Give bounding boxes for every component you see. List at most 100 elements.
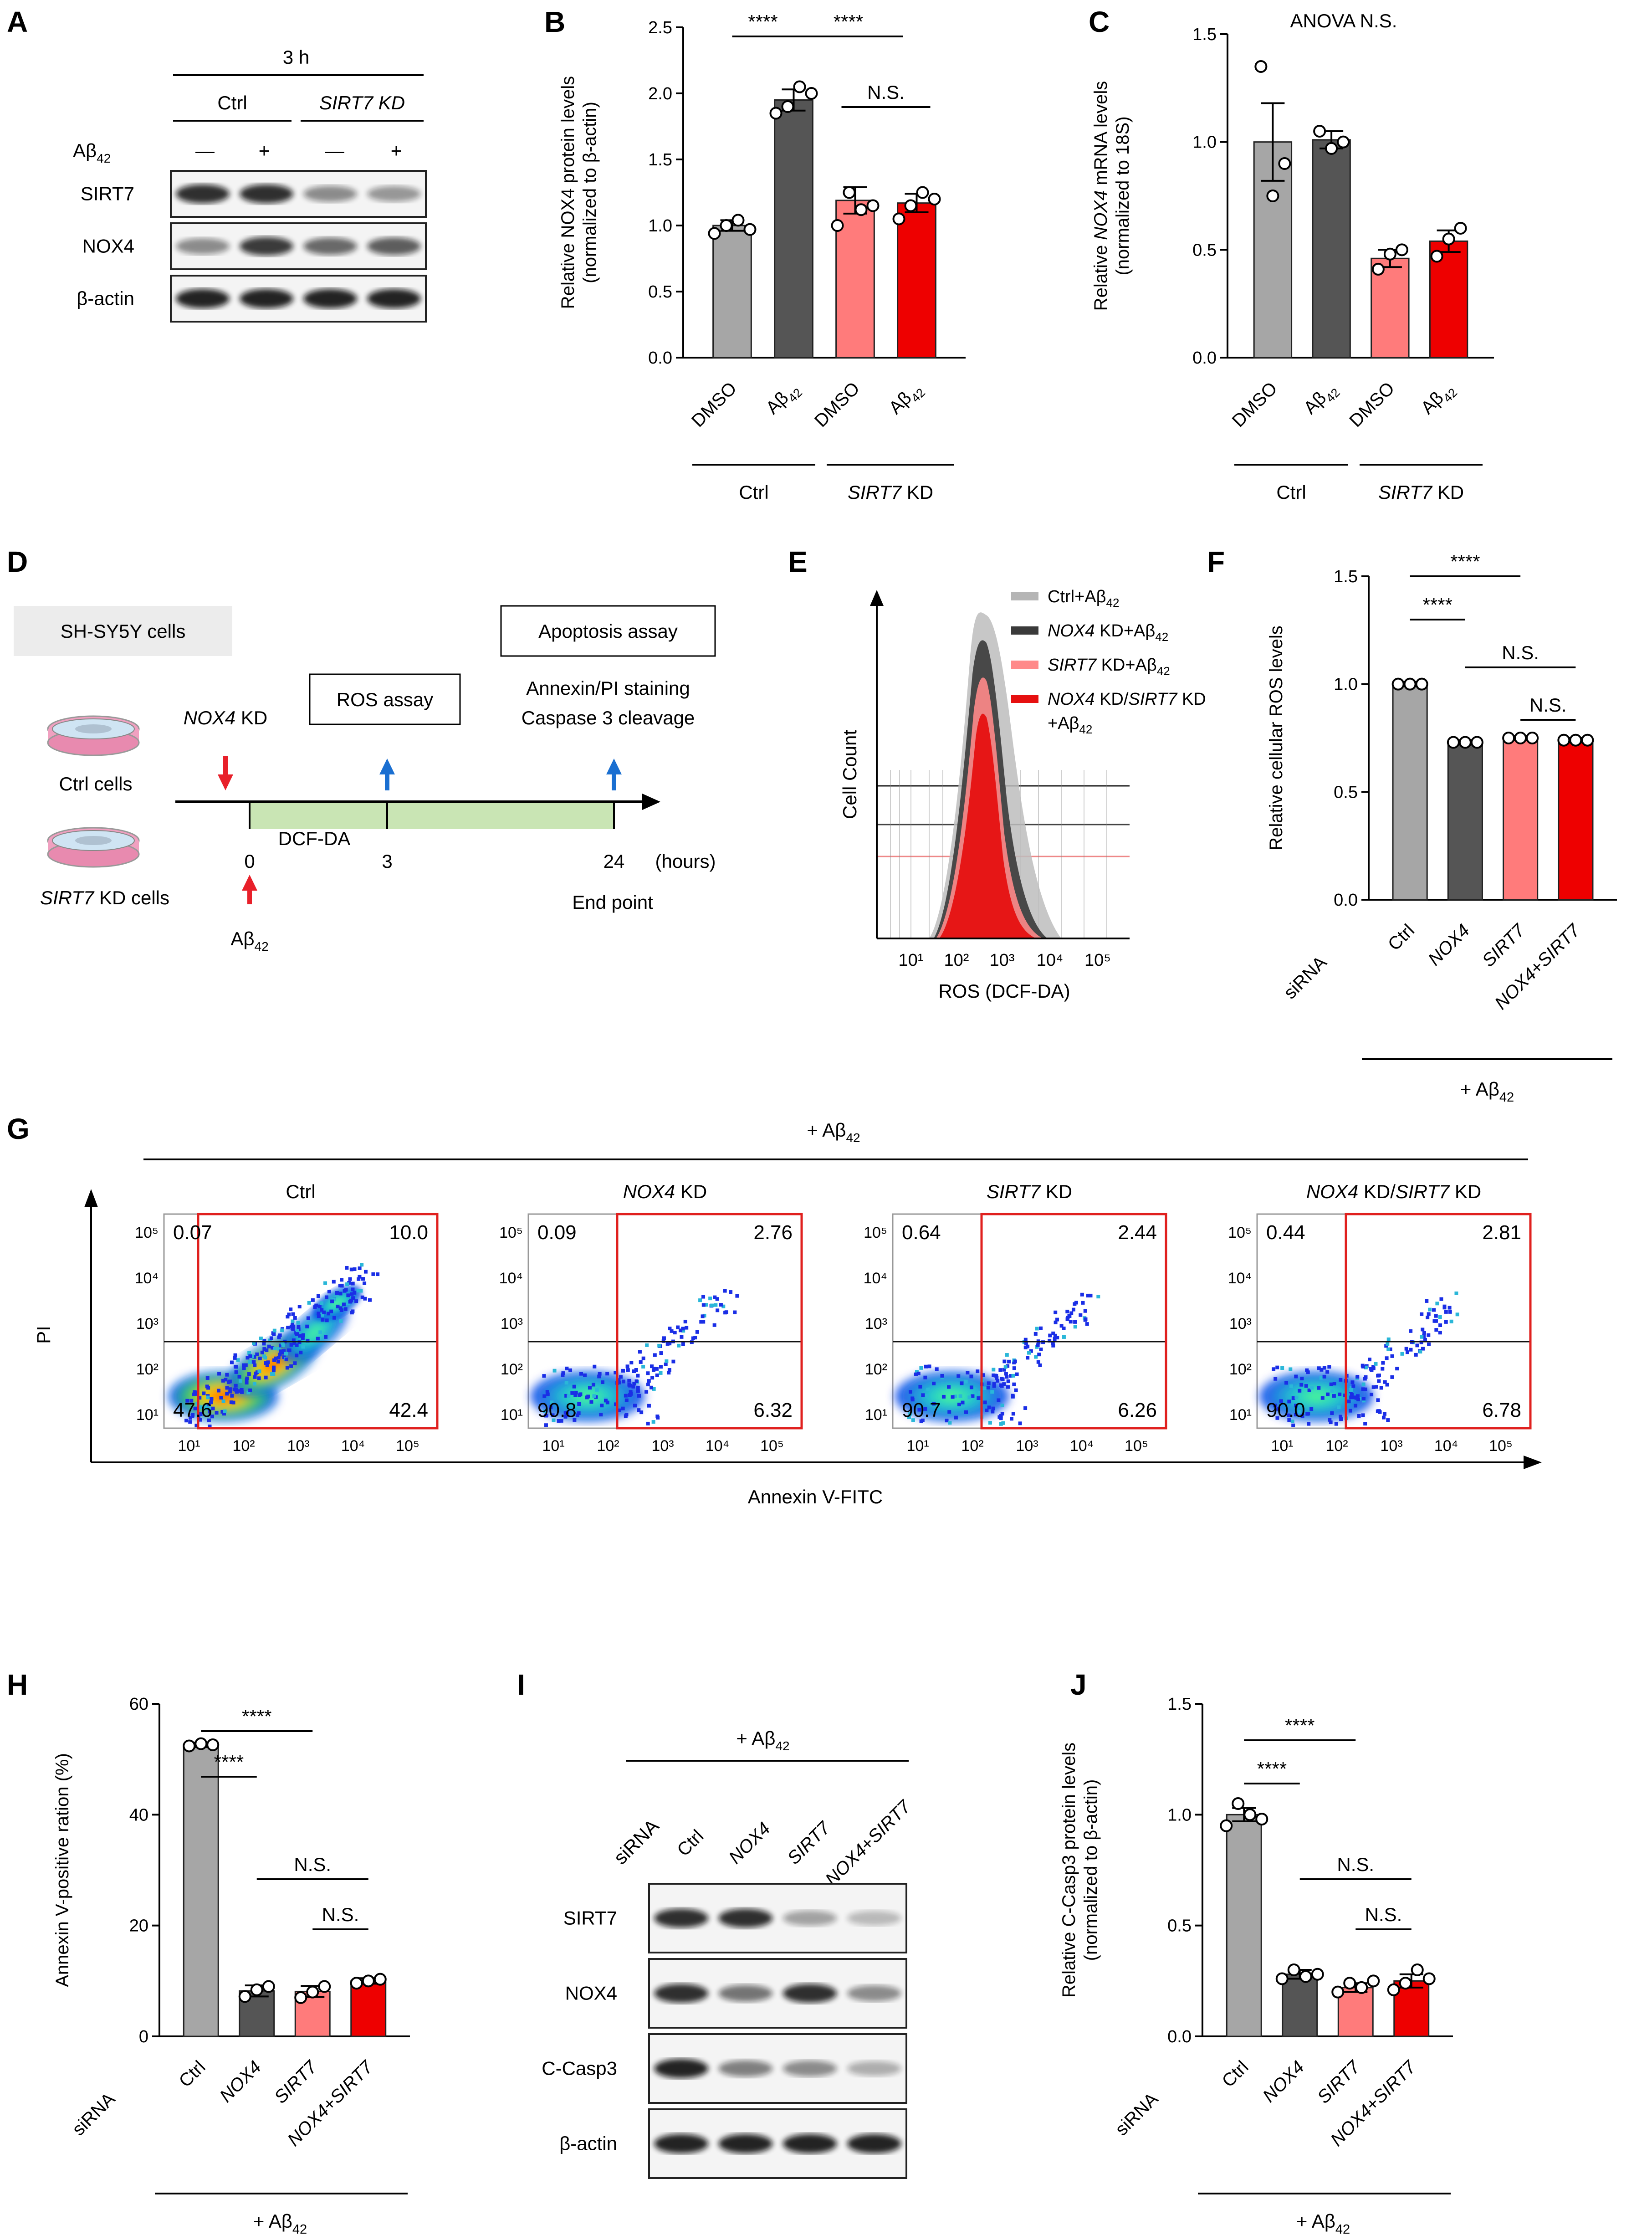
scatter-point — [1330, 1411, 1334, 1415]
scatter-point — [645, 1343, 649, 1347]
blot-band — [303, 185, 357, 202]
cells-label: SH-SY5Y cells — [61, 620, 186, 642]
scatter-point — [320, 1308, 324, 1312]
data-point — [350, 1977, 363, 1990]
scatter-point — [947, 1410, 951, 1414]
panel-i-western-blot: I + Aβ42 siRNA Ctrl NOX4 SIRT7NOX4+SIRT7SI… — [517, 1668, 915, 2179]
scatter-point — [981, 1373, 985, 1377]
scatter-point — [248, 1354, 252, 1358]
blot-band — [847, 1911, 901, 1926]
scatter-point — [546, 1392, 550, 1396]
scatter-point — [1054, 1320, 1058, 1324]
scatter-point — [193, 1406, 197, 1410]
scatter-point — [551, 1413, 555, 1417]
group-label-sirt7: SIRT7 KD — [1378, 482, 1464, 503]
scatter-point — [228, 1387, 232, 1391]
hist-legend: Ctrl+Aβ42 NOX4 KD+Aβ42 SIRT7 KD+Aβ42 NOX… — [1011, 587, 1206, 736]
data-point — [1220, 1819, 1233, 1832]
scatter-point — [992, 1368, 996, 1372]
scatter-point — [189, 1416, 193, 1420]
data-point — [1430, 250, 1443, 263]
scatter-point — [1444, 1320, 1448, 1324]
sig-j3-label: N.S. — [1337, 1854, 1374, 1875]
scatter-point — [1307, 1422, 1311, 1426]
scatter-point — [1027, 1351, 1031, 1355]
scatter-point — [297, 1325, 301, 1329]
flow-x-tick: 10³ — [1016, 1437, 1038, 1455]
scatter-point — [992, 1384, 996, 1388]
hist-xtick: 10³ — [990, 951, 1015, 970]
scatter-point — [325, 1318, 329, 1323]
scatter-point — [1376, 1409, 1380, 1413]
ab42-time-label: Aβ42 — [230, 928, 268, 953]
scatter-point — [209, 1400, 213, 1405]
scatter-point — [1051, 1343, 1055, 1348]
blot-row-label: C-Casp3 — [542, 2058, 617, 2079]
data-point — [731, 214, 745, 227]
scatter-point — [1427, 1342, 1431, 1346]
scatter-point — [1284, 1381, 1289, 1385]
scatter-point — [1423, 1338, 1427, 1342]
y-tick-label: 1.0 — [1334, 675, 1358, 694]
scatter-point — [358, 1266, 362, 1270]
scatter-point — [1026, 1356, 1030, 1360]
sig-h4-label: N.S. — [322, 1904, 359, 1925]
data-point — [1371, 262, 1385, 276]
sig-b1-label: **** — [748, 11, 777, 32]
blot-band — [176, 184, 230, 204]
panel-label-e: E — [788, 545, 808, 578]
scatter-point — [701, 1320, 706, 1324]
scatter-point — [990, 1390, 994, 1394]
data-point — [805, 87, 818, 100]
quadrant-ll: 90.0 — [1266, 1399, 1305, 1421]
scatter-point — [1425, 1299, 1429, 1303]
scatter-point — [184, 1419, 189, 1423]
blot-a-time: 3 h — [283, 46, 309, 68]
scatter-point — [368, 1298, 372, 1302]
scatter-point — [1337, 1405, 1341, 1409]
flow-y-tick: 10⁵ — [864, 1224, 887, 1241]
scatter-point — [348, 1300, 352, 1304]
scatter-point — [1381, 1367, 1385, 1371]
scatter-point — [1084, 1317, 1088, 1321]
scatter-point — [298, 1334, 302, 1338]
scatter-point — [987, 1405, 991, 1410]
scatter-point — [1290, 1419, 1294, 1423]
ctrl-dish-icon — [47, 715, 140, 756]
y-tick-label: 0.5 — [1334, 783, 1358, 802]
scatter-point — [1096, 1295, 1100, 1299]
scatter-point — [265, 1363, 269, 1367]
panel-g-flow: G + Aβ42 PI Annexin V-FITC Ctrl 0.07 10.0 4… — [7, 1112, 1542, 1507]
lane-label: SIRT7 — [783, 1817, 834, 1868]
scatter-point — [286, 1315, 290, 1319]
y-tick-label: 1.5 — [648, 150, 672, 169]
scatter-point — [264, 1375, 268, 1379]
panel-label-d: D — [7, 545, 28, 578]
sirna-label: siRNA — [1111, 2089, 1162, 2139]
scatter-point — [568, 1368, 573, 1372]
scatter-point — [969, 1385, 973, 1389]
category-label: Aβ42 — [1300, 378, 1343, 421]
scatter-point — [621, 1406, 625, 1410]
scatter-point — [681, 1329, 685, 1333]
scatter-point — [991, 1406, 995, 1410]
y-tick-label: 1.0 — [1192, 133, 1217, 152]
scatter-point — [1350, 1393, 1354, 1397]
blot-row-label: SIRT7 — [563, 1907, 617, 1929]
scatter-point — [225, 1386, 229, 1390]
scatter-point — [299, 1350, 303, 1354]
scatter-point — [1071, 1307, 1075, 1312]
scatter-point — [941, 1394, 946, 1399]
scatter-point — [1304, 1384, 1308, 1388]
scatter-point — [1414, 1353, 1418, 1357]
scatter-point — [1048, 1333, 1052, 1338]
scatter-point — [1081, 1301, 1085, 1305]
scatter-point — [1356, 1394, 1360, 1398]
scatter-point — [1086, 1293, 1090, 1297]
data-point — [1514, 732, 1527, 744]
scatter-point — [1427, 1312, 1431, 1316]
scatter-point — [621, 1369, 625, 1373]
data-point — [1311, 1968, 1324, 1981]
data-point — [1254, 60, 1268, 73]
